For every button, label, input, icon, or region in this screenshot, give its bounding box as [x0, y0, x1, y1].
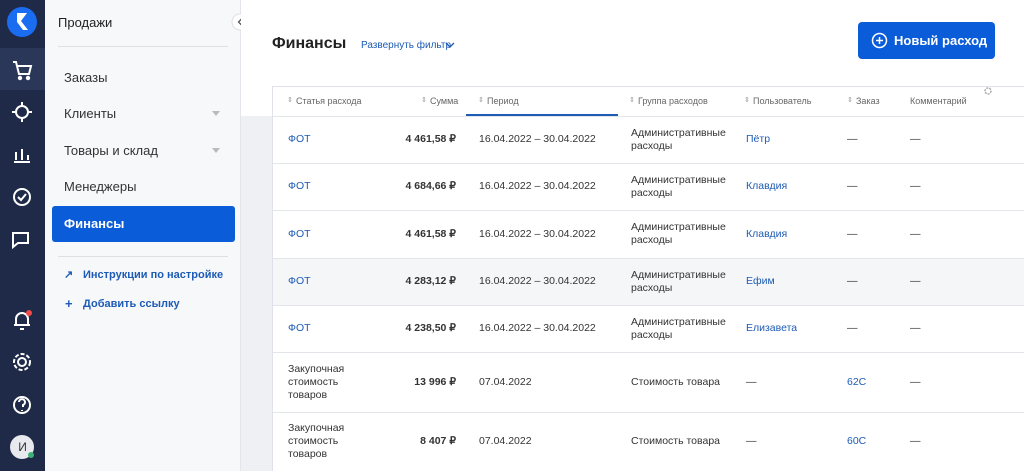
- table-cell[interactable]: Клавдия: [746, 180, 788, 192]
- table-row: [273, 210, 1024, 259]
- table-cell: Административные расходы: [631, 221, 726, 246]
- sidebar-link[interactable]: Добавить ссылку: [83, 298, 180, 310]
- column-header[interactable]: Заказ: [856, 96, 880, 106]
- caret: [212, 111, 220, 116]
- table-cell[interactable]: Елизавета: [746, 322, 798, 334]
- table-cell: Стоимость товара: [631, 375, 720, 388]
- sort-indicator: [466, 114, 618, 116]
- menu-item[interactable]: Товары и склад: [64, 143, 158, 158]
- table-cell[interactable]: Ефим: [746, 275, 775, 287]
- table-cell: Административные расходы: [631, 268, 726, 294]
- menu-item[interactable]: Заказы: [64, 70, 108, 85]
- table-cell: 13 996 ₽: [414, 375, 456, 388]
- column-header[interactable]: Сумма: [430, 96, 459, 106]
- table-cell: 16.04.2022 – 30.04.2022: [479, 275, 596, 287]
- table-cell: —: [910, 322, 921, 334]
- table-cell[interactable]: 62С: [847, 375, 867, 388]
- link-icon: +: [65, 296, 73, 311]
- table-cell: —: [746, 435, 757, 447]
- menu-item[interactable]: Менеджеры: [64, 179, 137, 194]
- plus-icon: [871, 32, 888, 49]
- table-row: [273, 305, 1024, 353]
- table-cell: Закупочная стоимость товаров: [288, 362, 345, 401]
- table-cell: 4 461,58 ₽: [405, 227, 456, 240]
- link-icon: ↗: [64, 269, 74, 281]
- table-cell[interactable]: ФОТ: [288, 227, 311, 240]
- table-cell: Административные расходы: [631, 126, 726, 152]
- table-cell[interactable]: ФОТ: [288, 275, 311, 287]
- page-title: Финансы: [272, 35, 347, 52]
- avatar[interactable]: И: [18, 440, 27, 454]
- menu-item[interactable]: Клиенты: [64, 106, 117, 121]
- active-bg: [52, 206, 235, 242]
- rail-icons: [0, 7, 45, 459]
- table-cell: —: [847, 227, 858, 240]
- sort-icon: ⇕: [847, 97, 853, 104]
- sort-icon: ⇕: [421, 97, 427, 104]
- table-row: [273, 412, 1024, 471]
- table-cell: —: [847, 180, 858, 192]
- table-row: [273, 352, 1024, 413]
- settings-icon[interactable]: [983, 86, 993, 96]
- table-cell: —: [847, 133, 858, 145]
- table-cell: 4 461,58 ₽: [405, 133, 456, 145]
- column-header[interactable]: Период: [487, 96, 519, 106]
- column-header[interactable]: Группа расходов: [638, 96, 708, 106]
- table-cell: 16.04.2022 – 30.04.2022: [479, 322, 596, 334]
- table-cell: Административные расходы: [631, 315, 726, 341]
- table-cell: —: [910, 275, 921, 287]
- column-header[interactable]: Комментарий: [910, 96, 967, 106]
- table-cell: 8 407 ₽: [420, 435, 456, 447]
- table-cell: 4 238,50 ₽: [405, 322, 456, 334]
- menu-item[interactable]: Финансы: [64, 216, 125, 231]
- table-row: [273, 116, 1024, 164]
- table-cell: —: [847, 322, 858, 334]
- table-row: [273, 258, 1024, 306]
- icon-rail: И: [0, 0, 45, 471]
- table-cell: 4 283,12 ₽: [405, 275, 456, 287]
- table-cell[interactable]: 60С: [847, 435, 867, 447]
- sort-icon: ⇕: [744, 97, 750, 104]
- table-cell[interactable]: Клавдия: [746, 227, 788, 240]
- filter-toggle[interactable]: Развернуть фильтр: [361, 40, 452, 51]
- button-label: Новый расход: [894, 33, 988, 48]
- chevron: [445, 42, 455, 48]
- table-cell[interactable]: ФОТ: [288, 180, 311, 192]
- table-cell[interactable]: Пётр: [746, 133, 771, 145]
- table-cell: —: [910, 227, 921, 240]
- table-cell[interactable]: ФОТ: [288, 133, 311, 145]
- table-cell: Административные расходы: [631, 173, 726, 199]
- table-cell: 16.04.2022 – 30.04.2022: [479, 180, 596, 192]
- table-cell: 07.04.2022: [479, 435, 532, 447]
- table-cell: Стоимость товара: [631, 435, 720, 447]
- table-cell: —: [910, 435, 921, 447]
- table-cell: —: [847, 275, 858, 287]
- table-cell: 16.04.2022 – 30.04.2022: [479, 227, 596, 240]
- sort-icon: ⇕: [287, 97, 293, 104]
- sidebar-link[interactable]: Инструкции по настройке: [83, 269, 224, 281]
- table-cell: —: [910, 133, 921, 145]
- table-cell: 4 684,66 ₽: [405, 180, 456, 192]
- table-cell: 07.04.2022: [479, 375, 532, 388]
- divider: [58, 256, 228, 257]
- divider: [58, 46, 228, 47]
- table-cell: 16.04.2022 – 30.04.2022: [479, 133, 596, 145]
- column-header[interactable]: Статья расхода: [296, 96, 362, 106]
- sort-icon: ⇕: [629, 97, 635, 104]
- section-title: Продажи: [58, 15, 113, 30]
- table-cell: Закупочная стоимость товаров: [288, 422, 345, 460]
- new-expense-button[interactable]: Новый расход: [858, 22, 995, 59]
- sort-icon: ⇕: [478, 97, 484, 104]
- table-row: [273, 163, 1024, 211]
- column-header[interactable]: Пользователь: [753, 96, 812, 106]
- table-cell: —: [910, 375, 921, 388]
- table-cell[interactable]: ФОТ: [288, 322, 311, 334]
- table-cell: —: [910, 180, 921, 192]
- caret: [212, 148, 220, 153]
- table-cell: —: [746, 375, 757, 388]
